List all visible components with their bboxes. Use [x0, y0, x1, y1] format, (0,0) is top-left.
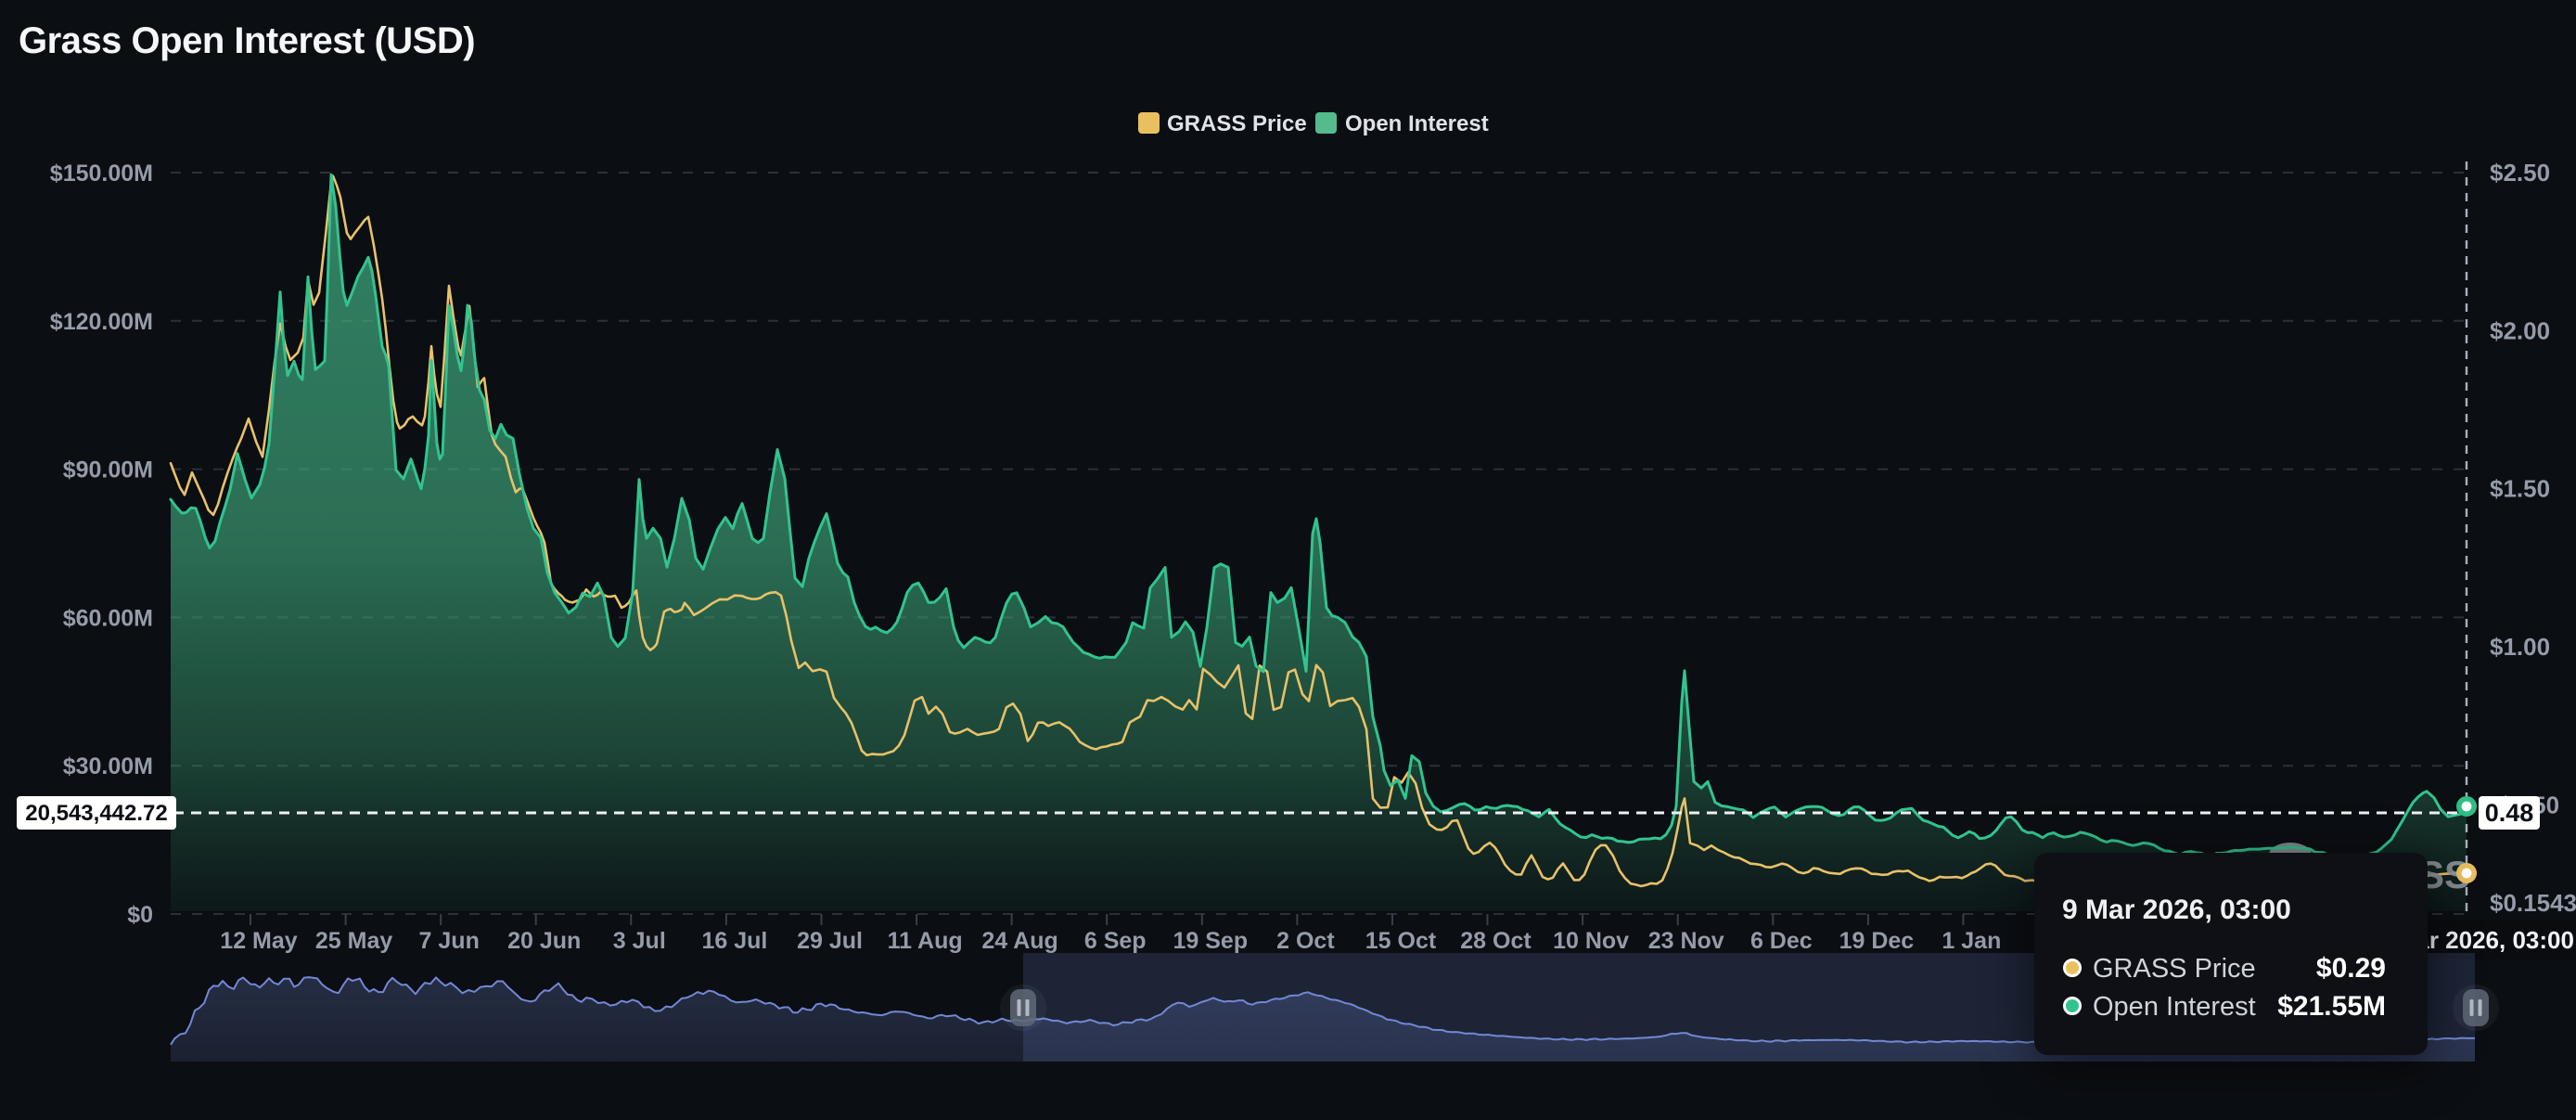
svg-text:$120.00M: $120.00M — [50, 309, 153, 335]
svg-text:$1.00: $1.00 — [2490, 633, 2550, 661]
svg-text:20,543,442.72: 20,543,442.72 — [25, 801, 167, 826]
svg-text:29 Jul: 29 Jul — [797, 928, 863, 954]
svg-text:20 Jun: 20 Jun — [507, 928, 581, 954]
svg-text:$0: $0 — [127, 902, 153, 928]
svg-text:23 Nov: 23 Nov — [1648, 928, 1724, 954]
svg-text:6 Sep: 6 Sep — [1084, 928, 1147, 954]
svg-text:6 Dec: 6 Dec — [1750, 928, 1813, 954]
svg-text:24 Aug: 24 Aug — [981, 928, 1057, 954]
svg-text:2 Oct: 2 Oct — [1276, 928, 1335, 954]
svg-text:28 Oct: 28 Oct — [1460, 928, 1532, 954]
svg-text:3 Jul: 3 Jul — [613, 928, 666, 954]
svg-text:Open Interest: Open Interest — [2093, 992, 2256, 1022]
svg-text:Grass Open Interest (USD): Grass Open Interest (USD) — [19, 20, 475, 61]
svg-text:10 Nov: 10 Nov — [1553, 928, 1629, 954]
svg-text:7 Jun: 7 Jun — [419, 928, 480, 954]
svg-text:19 Dec: 19 Dec — [1839, 928, 1915, 954]
svg-text:0.48: 0.48 — [2485, 799, 2534, 827]
svg-text:16 Jul: 16 Jul — [701, 928, 767, 954]
svg-text:GRASS Price: GRASS Price — [2093, 954, 2256, 984]
svg-text:$60.00M: $60.00M — [63, 605, 153, 631]
svg-text:Open Interest: Open Interest — [1345, 111, 1489, 136]
svg-text:25 May: 25 May — [315, 928, 392, 954]
svg-text:$0.29: $0.29 — [2316, 953, 2386, 984]
svg-text:9 Mar 2026, 03:00: 9 Mar 2026, 03:00 — [2062, 895, 2291, 925]
svg-text:$21.55M: $21.55M — [2277, 991, 2386, 1022]
svg-text:15 Oct: 15 Oct — [1365, 928, 1437, 954]
svg-text:19 Sep: 19 Sep — [1173, 928, 1248, 954]
svg-text:$150.00M: $150.00M — [50, 161, 153, 187]
svg-text:$2.50: $2.50 — [2490, 159, 2550, 187]
svg-text:11 Aug: 11 Aug — [888, 928, 963, 954]
svg-text:$2.00: $2.00 — [2490, 316, 2550, 344]
svg-text:$1.50: $1.50 — [2490, 475, 2550, 503]
svg-text:$0.1543: $0.1543 — [2490, 889, 2576, 917]
svg-text:$90.00M: $90.00M — [63, 457, 153, 483]
svg-text:GRASS Price: GRASS Price — [1167, 111, 1307, 136]
svg-text:12 May: 12 May — [220, 928, 297, 954]
svg-text:1 Jan: 1 Jan — [1942, 928, 2001, 954]
svg-text:$30.00M: $30.00M — [63, 753, 153, 779]
